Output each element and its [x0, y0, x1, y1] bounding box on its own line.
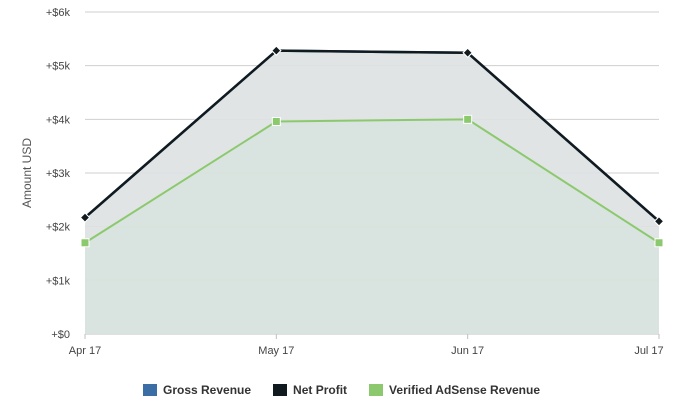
x-tick-label: Jun 17 [451, 345, 484, 357]
x-tick-label: Jul 17 [634, 345, 663, 357]
series-lines [84, 49, 660, 244]
line-net-profit [84, 49, 660, 223]
legend-label-net-profit: Net Profit [293, 383, 348, 397]
y-tick-label: +$0 [51, 329, 70, 341]
y-tick-label: +$5k [46, 61, 71, 73]
legend-item-net-profit[interactable]: Net Profit [273, 383, 347, 397]
marker-net-profit[interactable] [271, 45, 282, 56]
legend-swatch-gross-revenue [143, 384, 157, 396]
legend-label-gross-revenue: Gross Revenue [163, 383, 252, 397]
marker-verified-adsense-revenue[interactable] [463, 114, 473, 124]
y-axis-ticks: +$0 +$1k +$2k +$3k +$4k +$5k +$6k [46, 7, 71, 341]
line-verified-adsense-revenue [84, 118, 660, 244]
legend-item-verified-adsense-revenue[interactable]: Verified AdSense Revenue [369, 383, 540, 397]
y-tick-label: +$1k [46, 275, 71, 287]
legend-swatch-net-profit [273, 384, 288, 396]
y-tick-label: +$6k [46, 7, 71, 19]
marker-verified-adsense-revenue[interactable] [80, 238, 90, 248]
legend-swatch-verified-adsense-revenue [369, 384, 384, 396]
series-markers [79, 45, 665, 248]
marker-verified-adsense-revenue[interactable] [271, 116, 281, 126]
marker-net-profit[interactable] [462, 47, 473, 58]
marker-verified-adsense-revenue[interactable] [654, 238, 664, 248]
y-axis-label: Amount USD [20, 138, 34, 208]
legend-item-gross-revenue[interactable]: Gross Revenue [143, 383, 251, 397]
x-tick-label: May 17 [258, 345, 294, 357]
legend-label-verified-adsense-revenue: Verified AdSense Revenue [389, 383, 540, 397]
y-tick-label: +$2k [46, 222, 71, 234]
legend: Gross Revenue Net Profit Verified AdSens… [0, 383, 683, 397]
x-tick-label: Apr 17 [69, 345, 101, 357]
marker-net-profit[interactable] [79, 212, 91, 223]
y-tick-label: +$4k [46, 114, 71, 126]
x-axis-ticks: Apr 17 May 17 Jun 17 Jul 17 [69, 345, 664, 357]
marker-net-profit[interactable] [653, 216, 665, 227]
area-verified-adsense-revenue [85, 119, 659, 334]
series-areas [85, 50, 659, 334]
y-tick-label: +$3k [46, 168, 71, 180]
